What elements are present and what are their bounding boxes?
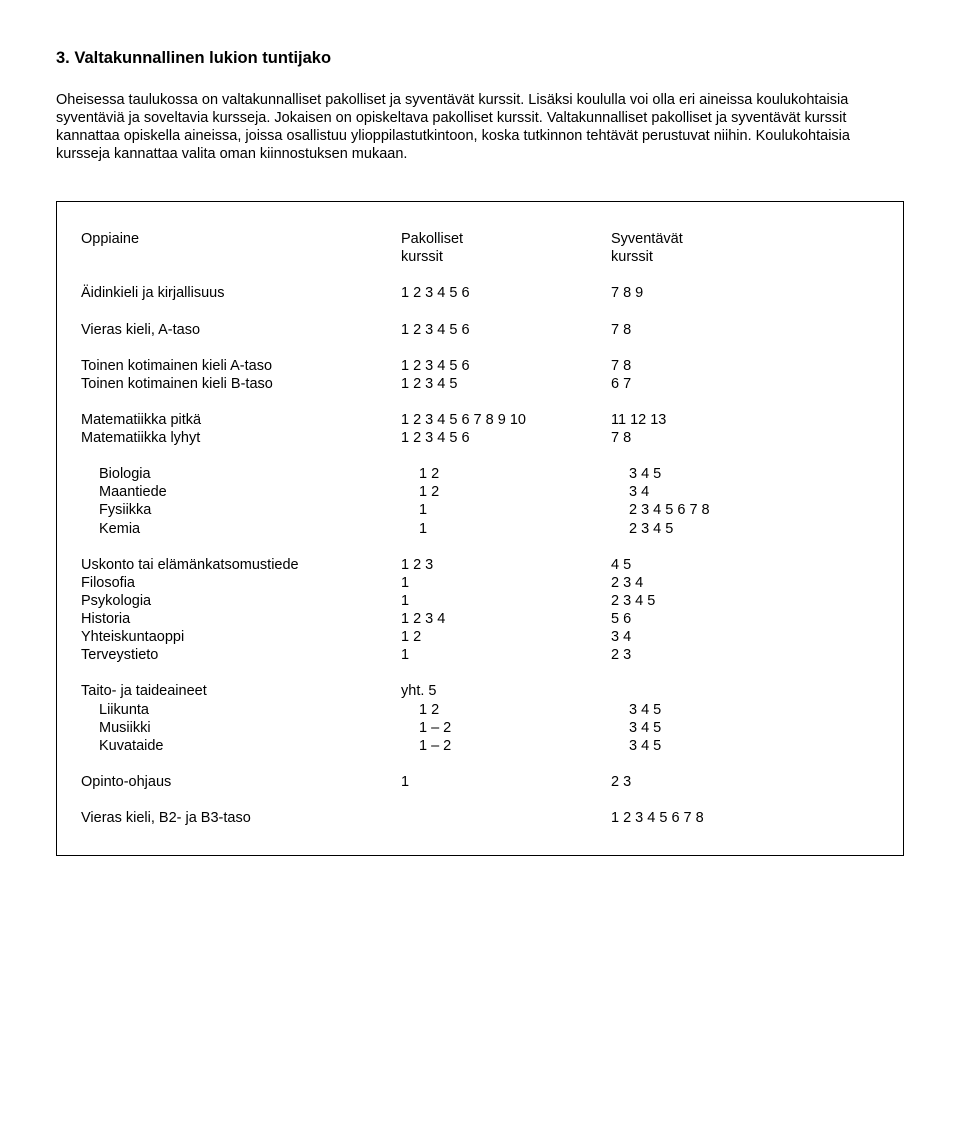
subject-cell: Toinen kotimainen kieli A-taso <box>81 357 401 375</box>
syv-cell: 3 4 5 <box>629 719 849 737</box>
table-row: Psykologia 1 2 3 4 5 <box>81 592 879 610</box>
syv-cell: 3 4 5 <box>629 701 849 719</box>
header-pakolliset-2: kurssit <box>401 248 611 266</box>
subject-cell: Psykologia <box>81 592 401 610</box>
table-row: Filosofia 1 2 3 4 <box>81 574 879 592</box>
syv-cell: 3 4 <box>629 483 849 501</box>
pak-cell: 1 <box>401 574 611 592</box>
pak-cell: yht. 5 <box>401 682 611 700</box>
syv-cell: 7 8 <box>611 429 831 447</box>
pak-cell: 1 2 3 4 5 6 7 8 9 10 <box>401 411 611 429</box>
header-subject: Oppiaine <box>81 230 401 248</box>
subject-cell: Uskonto tai elämänkatsomustiede <box>81 556 401 574</box>
table-row: Terveystieto 1 2 3 <box>81 646 879 664</box>
table-header: Oppiaine Pakolliset Syventävät kurssit k… <box>81 230 879 266</box>
table-row: Äidinkieli ja kirjallisuus 1 2 3 4 5 6 7… <box>81 284 879 302</box>
table-row: Biologia 1 2 3 4 5 <box>81 465 879 483</box>
pak-cell: 1 <box>419 520 629 538</box>
pak-cell: 1 2 <box>419 701 629 719</box>
table-row: Musiikki 1 – 2 3 4 5 <box>81 719 879 737</box>
syv-cell: 1 2 3 4 5 6 7 8 <box>611 809 831 827</box>
subject-cell: Matematiikka pitkä <box>81 411 401 429</box>
syv-cell: 3 4 5 <box>629 737 849 755</box>
table-row: Maantiede 1 2 3 4 <box>81 483 879 501</box>
syv-cell: 6 7 <box>611 375 831 393</box>
syv-cell: 7 8 9 <box>611 284 831 302</box>
syv-cell: 4 5 <box>611 556 831 574</box>
syv-cell: 2 3 4 <box>611 574 831 592</box>
subject-cell: Terveystieto <box>81 646 401 664</box>
syv-cell: 2 3 4 5 6 7 8 <box>629 501 849 519</box>
pak-cell: 1 2 3 4 5 6 <box>401 357 611 375</box>
syv-cell: 2 3 4 5 <box>611 592 831 610</box>
table-row: Yhteiskuntaoppi 1 2 3 4 <box>81 628 879 646</box>
table-row: Historia 1 2 3 4 5 6 <box>81 610 879 628</box>
pak-cell: 1 <box>401 646 611 664</box>
header-pakolliset-1: Pakolliset <box>401 230 611 248</box>
table-row: Taito- ja taideaineet yht. 5 <box>81 682 879 700</box>
table-row: Uskonto tai elämänkatsomustiede 1 2 3 4 … <box>81 556 879 574</box>
subject-cell: Kuvataide <box>81 737 419 755</box>
table-row: Matematiikka pitkä 1 2 3 4 5 6 7 8 9 10 … <box>81 411 879 429</box>
syv-cell: 3 4 5 <box>629 465 849 483</box>
pak-cell: 1 <box>401 773 611 791</box>
pak-cell: 1 <box>401 592 611 610</box>
pak-cell: 1 2 3 4 5 6 <box>401 321 611 339</box>
syv-cell: 7 8 <box>611 357 831 375</box>
subject-cell: Toinen kotimainen kieli B-taso <box>81 375 401 393</box>
subject-cell: Taito- ja taideaineet <box>81 682 401 700</box>
subject-cell: Fysiikka <box>81 501 419 519</box>
pak-cell: 1 2 <box>419 465 629 483</box>
subject-cell: Maantiede <box>81 483 419 501</box>
subject-cell: Historia <box>81 610 401 628</box>
table-row: Kuvataide 1 – 2 3 4 5 <box>81 737 879 755</box>
table-row: Vieras kieli, B2- ja B3-taso 1 2 3 4 5 6… <box>81 809 879 827</box>
pak-cell: 1 – 2 <box>419 737 629 755</box>
section-heading: 3. Valtakunnallinen lukion tuntijako <box>56 48 904 69</box>
pak-cell: 1 2 3 4 5 6 <box>401 284 611 302</box>
table-row: Liikunta 1 2 3 4 5 <box>81 701 879 719</box>
pak-cell: 1 <box>419 501 629 519</box>
subject-cell: Matematiikka lyhyt <box>81 429 401 447</box>
intro-paragraph: Oheisessa taulukossa on valtakunnalliset… <box>56 91 896 164</box>
table-row: Fysiikka 1 2 3 4 5 6 7 8 <box>81 501 879 519</box>
pak-cell: 1 2 <box>419 483 629 501</box>
subject-cell: Liikunta <box>81 701 419 719</box>
pak-cell: 1 2 <box>401 628 611 646</box>
subject-cell: Vieras kieli, A-taso <box>81 321 401 339</box>
pak-cell: 1 2 3 4 <box>401 610 611 628</box>
syv-cell: 7 8 <box>611 321 831 339</box>
pak-cell: 1 – 2 <box>419 719 629 737</box>
syv-cell: 2 3 <box>611 773 831 791</box>
table-row: Matematiikka lyhyt 1 2 3 4 5 6 7 8 <box>81 429 879 447</box>
table-row: Toinen kotimainen kieli B-taso 1 2 3 4 5… <box>81 375 879 393</box>
subject-cell: Äidinkieli ja kirjallisuus <box>81 284 401 302</box>
syv-cell: 2 3 <box>611 646 831 664</box>
syv-cell: 3 4 <box>611 628 831 646</box>
pak-cell: 1 2 3 4 5 <box>401 375 611 393</box>
subject-cell: Vieras kieli, B2- ja B3-taso <box>81 809 401 827</box>
table-row: Vieras kieli, A-taso 1 2 3 4 5 6 7 8 <box>81 321 879 339</box>
subject-cell: Filosofia <box>81 574 401 592</box>
table-row: Opinto-ohjaus 1 2 3 <box>81 773 879 791</box>
subject-cell: Biologia <box>81 465 419 483</box>
header-syventavat-1: Syventävät <box>611 230 831 248</box>
subject-cell: Yhteiskuntaoppi <box>81 628 401 646</box>
syv-cell: 5 6 <box>611 610 831 628</box>
subject-cell: Opinto-ohjaus <box>81 773 401 791</box>
pak-cell: 1 2 3 4 5 6 <box>401 429 611 447</box>
syv-cell: 11 12 13 <box>611 411 831 429</box>
curriculum-table: Oppiaine Pakolliset Syventävät kurssit k… <box>56 201 904 856</box>
subject-cell: Musiikki <box>81 719 419 737</box>
table-row: Toinen kotimainen kieli A-taso 1 2 3 4 5… <box>81 357 879 375</box>
subject-cell: Kemia <box>81 520 419 538</box>
syv-cell: 2 3 4 5 <box>629 520 849 538</box>
header-syventavat-2: kurssit <box>611 248 831 266</box>
pak-cell: 1 2 3 <box>401 556 611 574</box>
table-row: Kemia 1 2 3 4 5 <box>81 520 879 538</box>
